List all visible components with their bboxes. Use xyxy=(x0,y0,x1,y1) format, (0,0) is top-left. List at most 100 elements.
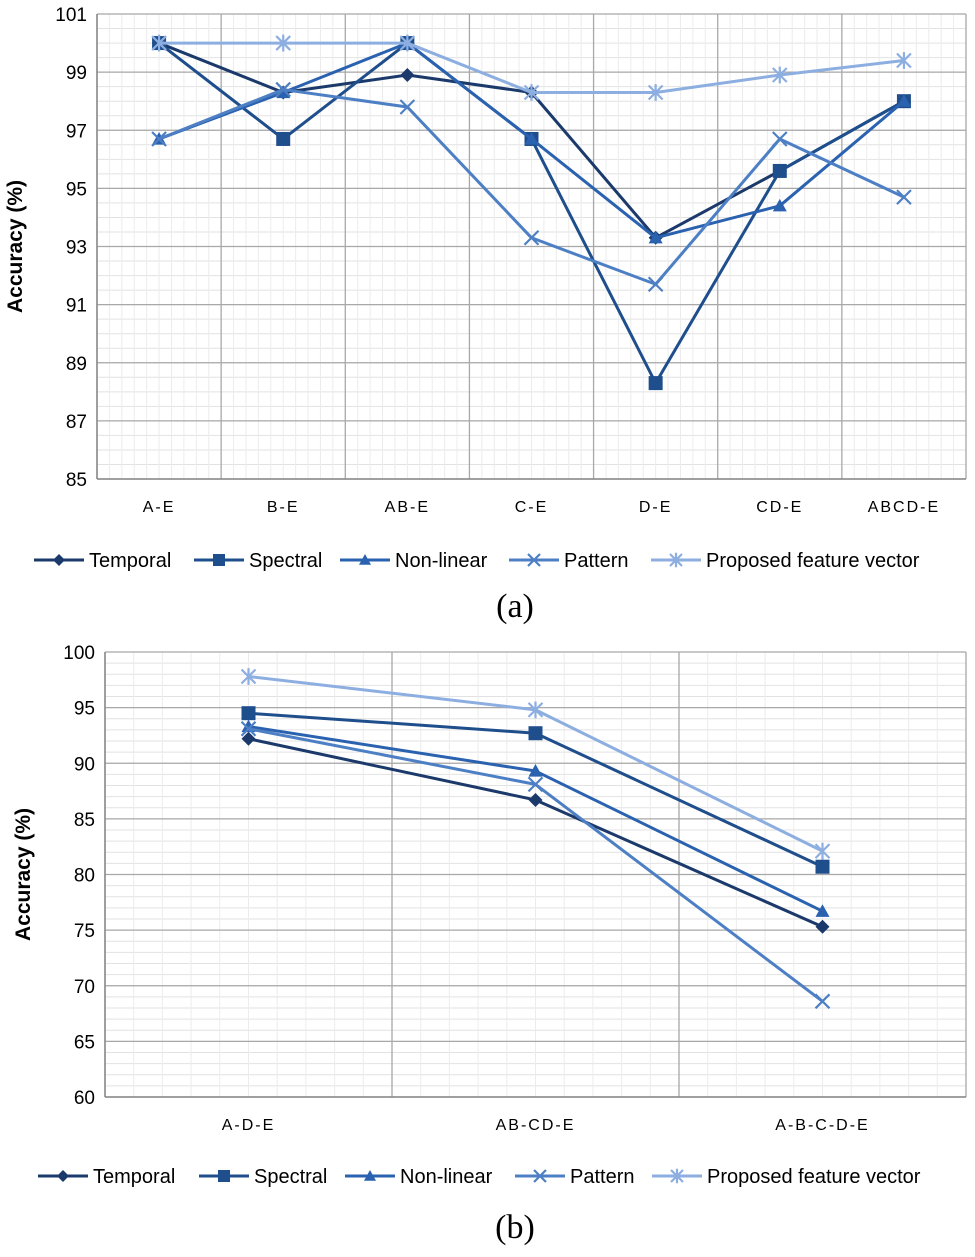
data-point xyxy=(772,198,787,212)
legend-item: Temporal xyxy=(38,1166,175,1188)
series-proposed-feature-vector xyxy=(151,34,912,101)
data-point xyxy=(151,34,167,52)
data-point xyxy=(772,66,788,84)
data-point xyxy=(648,376,663,391)
legend-label: Non-linear xyxy=(400,1166,493,1188)
series-pattern xyxy=(151,81,912,293)
data-point xyxy=(772,163,787,178)
data-point xyxy=(240,668,257,685)
y-tick-label: 95 xyxy=(66,179,87,200)
legend-marker-icon xyxy=(364,1170,376,1181)
chart-panel-a: 85 87 89 91 93 95 97 99 101 A-E B-E AB-E C-E D-E CD-E A… xyxy=(4,5,967,625)
series-proposed-feature-vector xyxy=(240,668,831,860)
legend-item: Temporal xyxy=(34,550,171,572)
data-point xyxy=(528,764,543,777)
panel-label: (a) xyxy=(496,588,534,625)
data-point xyxy=(276,131,291,146)
chart-panel-b: 60 65 70 75 80 85 90 95 100 A-D-E AB-CD-E A-B-C-D-E… xyxy=(12,643,967,1246)
data-point xyxy=(647,84,664,101)
y-tick-label: 93 xyxy=(66,238,87,259)
data-point xyxy=(896,52,912,69)
data-point xyxy=(648,230,663,244)
data-point xyxy=(524,131,539,145)
legend-marker-icon xyxy=(213,554,225,566)
panel-label: (b) xyxy=(495,1209,535,1246)
legend-item: Pattern xyxy=(509,550,628,572)
legend: Temporal Spectral Non-linear Pattern Propose… xyxy=(34,550,920,572)
data-point xyxy=(815,904,830,917)
data-point xyxy=(241,731,256,746)
data-point xyxy=(528,726,543,741)
x-tick-label: A-D-E xyxy=(222,1117,276,1134)
x-tick-label: A-E xyxy=(143,499,176,516)
y-tick-label: 70 xyxy=(74,977,95,998)
series-temporal xyxy=(241,731,830,934)
data-point xyxy=(151,131,167,147)
legend-label: Spectral xyxy=(254,1166,327,1188)
legend-label: Proposed feature vector xyxy=(707,1166,921,1188)
data-point xyxy=(814,993,831,1010)
data-point xyxy=(896,94,911,107)
data-point xyxy=(523,84,540,101)
legend-marker-icon xyxy=(57,1170,69,1182)
y-axis-title: Accuracy (%) xyxy=(12,808,35,941)
legend-label: Spectral xyxy=(249,550,322,572)
legend-label: Proposed feature vector xyxy=(706,550,920,572)
x-tick-label: C-E xyxy=(515,499,549,516)
legend-marker-icon xyxy=(669,552,683,568)
legend-label: Non-linear xyxy=(395,550,488,572)
data-point xyxy=(814,842,831,860)
legend-marker-icon xyxy=(53,554,65,566)
legend-label: Temporal xyxy=(93,1166,175,1188)
y-tick-label: 97 xyxy=(66,121,87,142)
legend-label: Temporal xyxy=(89,550,171,572)
y-tick-label: 101 xyxy=(55,5,87,26)
data-point xyxy=(276,85,291,99)
y-tick-label: 95 xyxy=(74,699,95,720)
series-non-linear xyxy=(241,719,830,917)
y-tick-label: 75 xyxy=(74,921,95,942)
data-point xyxy=(275,81,291,98)
legend-item: Spectral xyxy=(194,550,322,572)
legend: Temporal Spectral Non-linear Pattern Propose… xyxy=(38,1166,921,1188)
x-tick-label: AB-CD-E xyxy=(496,1117,576,1134)
legend-label: Pattern xyxy=(570,1166,634,1188)
data-point xyxy=(527,776,544,793)
legend-marker-icon xyxy=(359,554,371,565)
x-tick-label: B-E xyxy=(267,499,300,516)
data-point xyxy=(241,706,256,721)
y-tick-label: 90 xyxy=(74,754,95,775)
legend-marker-icon xyxy=(533,1169,547,1183)
data-point xyxy=(275,34,291,52)
legend-item: Spectral xyxy=(199,1166,327,1188)
series-spectral xyxy=(241,706,830,874)
y-tick-label: 100 xyxy=(63,643,95,664)
y-tick-label: 80 xyxy=(74,866,95,887)
x-tick-label: A-B-C-D-E xyxy=(775,1117,869,1134)
y-tick-label: 89 xyxy=(66,354,87,375)
legend-label: Pattern xyxy=(564,550,628,572)
y-tick-label: 87 xyxy=(66,412,87,433)
legend-marker-icon xyxy=(218,1170,230,1182)
x-tick-label: D-E xyxy=(639,499,673,516)
data-point xyxy=(528,792,543,807)
data-point xyxy=(815,919,830,934)
legend-item: Non-linear xyxy=(340,550,488,572)
data-point xyxy=(523,230,540,246)
legend-marker-icon xyxy=(527,553,541,567)
y-tick-label: 91 xyxy=(66,296,87,317)
x-tick-label: ABCD-E xyxy=(868,499,940,516)
data-point xyxy=(240,720,257,737)
y-tick-label: 60 xyxy=(74,1088,95,1109)
x-tick-label: AB-E xyxy=(385,499,430,516)
legend-marker-icon xyxy=(670,1168,684,1184)
data-point xyxy=(400,68,415,83)
data-point xyxy=(815,859,830,874)
data-point xyxy=(772,131,788,147)
data-point xyxy=(399,99,416,115)
legend-item: Pattern xyxy=(515,1166,634,1188)
legend-item: Proposed feature vector xyxy=(651,550,920,572)
legend-item: Non-linear xyxy=(345,1166,493,1188)
data-point xyxy=(896,189,912,205)
